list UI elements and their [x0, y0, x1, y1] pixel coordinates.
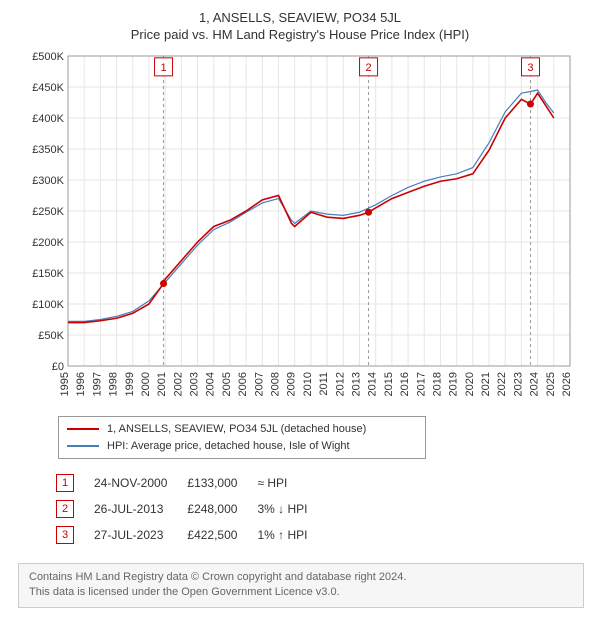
svg-text:2022: 2022: [496, 372, 508, 396]
svg-text:£400K: £400K: [32, 113, 64, 125]
svg-text:2003: 2003: [189, 372, 201, 396]
footer-line1: Contains HM Land Registry data © Crown c…: [29, 570, 573, 585]
chart-title-block: 1, ANSELLS, SEAVIEW, PO34 5JL Price paid…: [10, 10, 590, 42]
svg-text:2023: 2023: [512, 372, 524, 396]
legend-label: HPI: Average price, detached house, Isle…: [107, 438, 350, 455]
svg-text:2012: 2012: [334, 372, 346, 396]
sales-table: 1 24-NOV-2000 £133,000 ≈ HPI 2 26-JUL-20…: [54, 469, 327, 549]
marker-badge: 3: [56, 526, 74, 544]
svg-text:2014: 2014: [367, 372, 379, 396]
svg-text:1998: 1998: [108, 372, 120, 396]
legend-item-property: 1, ANSELLS, SEAVIEW, PO34 5JL (detached …: [67, 421, 417, 438]
svg-text:£500K: £500K: [32, 51, 64, 63]
svg-text:2011: 2011: [318, 372, 330, 396]
svg-text:£0: £0: [52, 361, 64, 373]
svg-text:2025: 2025: [545, 372, 557, 396]
sale-date: 24-NOV-2000: [94, 471, 185, 495]
svg-text:2015: 2015: [383, 372, 395, 396]
svg-text:1996: 1996: [75, 372, 87, 396]
svg-text:2017: 2017: [415, 372, 427, 396]
line-chart: £0 £50K £100K £150K £200K £250K £300K £350K £400…: [20, 50, 580, 410]
svg-text:2009: 2009: [286, 372, 298, 396]
table-row: 3 27-JUL-2023 £422,500 1% ↑ HPI: [56, 523, 325, 547]
svg-text:£450K: £450K: [32, 82, 64, 94]
legend-item-hpi: HPI: Average price, detached house, Isle…: [67, 438, 417, 455]
svg-text:2002: 2002: [172, 372, 184, 396]
svg-text:1995: 1995: [59, 372, 71, 396]
title-line1: 1, ANSELLS, SEAVIEW, PO34 5JL: [10, 10, 590, 25]
svg-text:1997: 1997: [91, 372, 103, 396]
legend: 1, ANSELLS, SEAVIEW, PO34 5JL (detached …: [58, 416, 426, 459]
sale-price: £248,000: [187, 497, 255, 521]
svg-text:£300K: £300K: [32, 175, 64, 187]
sale-delta: 3% ↓ HPI: [257, 497, 325, 521]
title-line2: Price paid vs. HM Land Registry's House …: [10, 27, 590, 42]
marker-badge: 2: [56, 500, 74, 518]
sale-delta: 1% ↑ HPI: [257, 523, 325, 547]
marker-badge: 1: [56, 474, 74, 492]
svg-text:2026: 2026: [561, 372, 573, 396]
table-row: 1 24-NOV-2000 £133,000 ≈ HPI: [56, 471, 325, 495]
legend-swatch: [67, 428, 99, 430]
sale-date: 27-JUL-2023: [94, 523, 185, 547]
sale-date: 26-JUL-2013: [94, 497, 185, 521]
svg-text:2006: 2006: [237, 372, 249, 396]
chart-svg: £0 £50K £100K £150K £200K £250K £300K £350K £400…: [20, 50, 580, 410]
svg-text:£200K: £200K: [32, 237, 64, 249]
svg-text:2018: 2018: [431, 372, 443, 396]
svg-text:2005: 2005: [221, 372, 233, 396]
attribution-footer: Contains HM Land Registry data © Crown c…: [18, 563, 584, 608]
svg-text:2010: 2010: [302, 372, 314, 396]
sale-price: £422,500: [187, 523, 255, 547]
svg-text:2021: 2021: [480, 372, 492, 396]
svg-text:2016: 2016: [399, 372, 411, 396]
sale-price: £133,000: [187, 471, 255, 495]
svg-text:2008: 2008: [270, 372, 282, 396]
svg-text:2024: 2024: [529, 372, 541, 396]
svg-text:£350K: £350K: [32, 144, 64, 156]
table-row: 2 26-JUL-2013 £248,000 3% ↓ HPI: [56, 497, 325, 521]
svg-text:2013: 2013: [350, 372, 362, 396]
svg-text:£100K: £100K: [32, 299, 64, 311]
svg-text:2019: 2019: [448, 372, 460, 396]
footer-line2: This data is licensed under the Open Gov…: [29, 585, 573, 600]
legend-label: 1, ANSELLS, SEAVIEW, PO34 5JL (detached …: [107, 421, 366, 438]
svg-text:1: 1: [160, 62, 166, 74]
svg-text:£50K: £50K: [38, 330, 64, 342]
svg-text:1999: 1999: [124, 372, 136, 396]
svg-text:2001: 2001: [156, 372, 168, 396]
svg-text:3: 3: [527, 62, 533, 74]
svg-text:2020: 2020: [464, 372, 476, 396]
svg-text:2: 2: [365, 62, 371, 74]
svg-text:2000: 2000: [140, 372, 152, 396]
svg-text:£250K: £250K: [32, 206, 64, 218]
legend-swatch: [67, 445, 99, 447]
svg-text:2004: 2004: [205, 372, 217, 396]
svg-text:£150K: £150K: [32, 268, 64, 280]
svg-text:2007: 2007: [253, 372, 265, 396]
sale-delta: ≈ HPI: [257, 471, 325, 495]
